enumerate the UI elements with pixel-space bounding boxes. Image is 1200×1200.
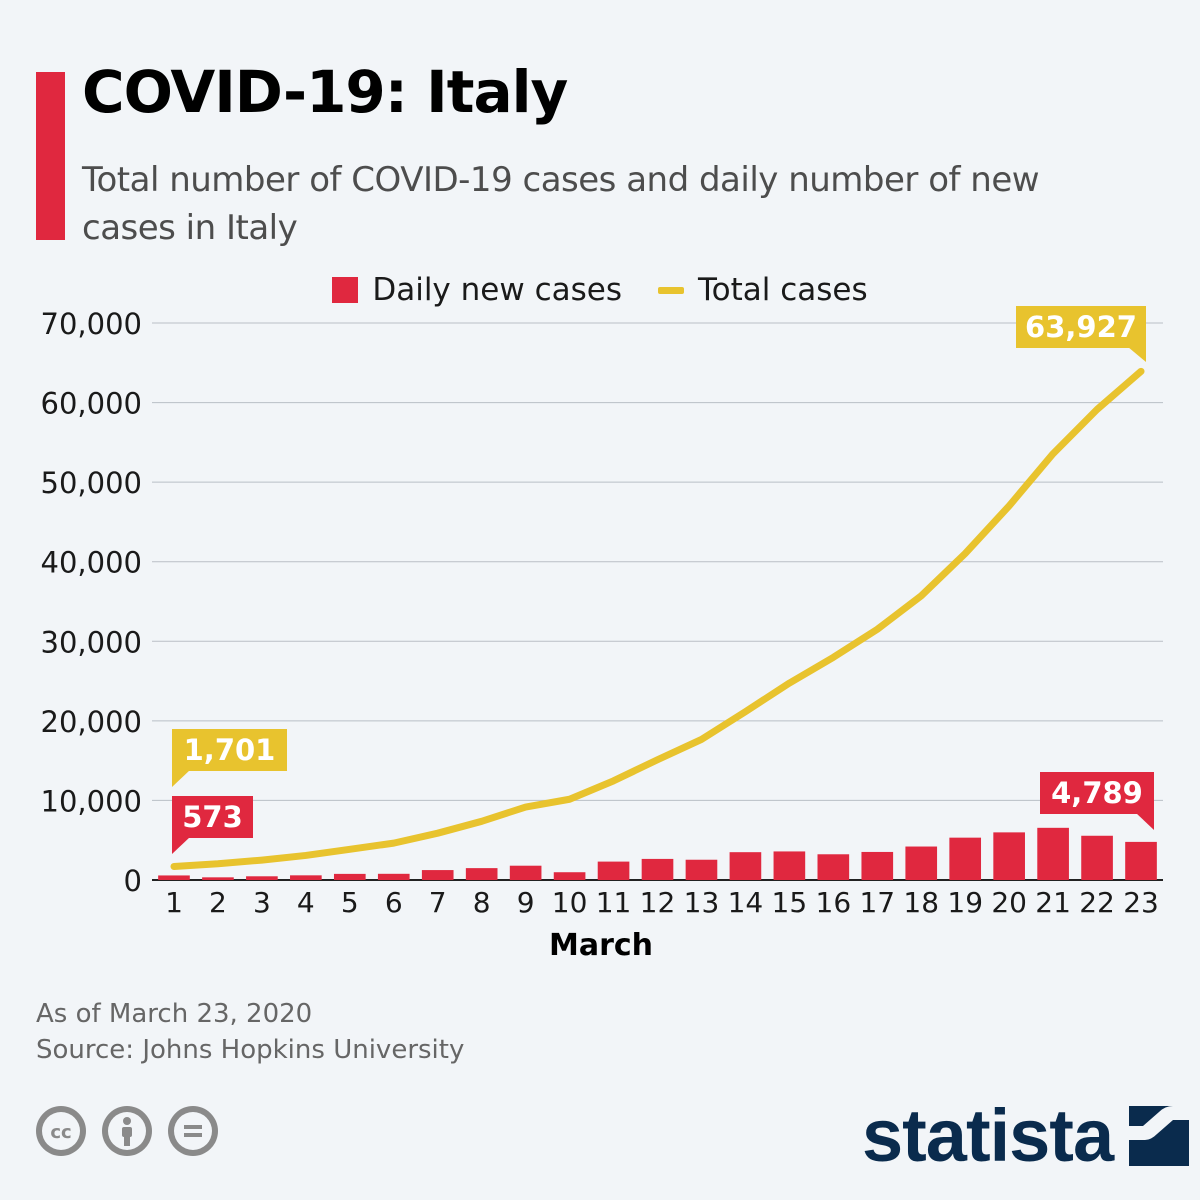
bar-daily-new-cases (905, 846, 938, 880)
x-tick-label: 22 (1079, 886, 1115, 919)
x-tick-label: 1 (165, 886, 183, 919)
bar-daily-new-cases (290, 875, 322, 880)
callout-box (172, 729, 287, 771)
bar-daily-new-cases (641, 858, 674, 880)
bar-daily-new-cases (949, 837, 982, 880)
as-of-date: As of March 23, 2020 (36, 999, 313, 1029)
x-tick-label: 19 (947, 886, 983, 919)
legend-label-total: Total cases (697, 272, 868, 308)
bar-daily-new-cases (553, 872, 586, 880)
bar-daily-new-cases (1081, 835, 1113, 880)
x-tick-label: 7 (429, 886, 447, 919)
cc-icon: cc (36, 1106, 86, 1156)
bar-daily-new-cases (421, 870, 454, 880)
legend: Daily new cases Total cases (0, 268, 1200, 312)
y-tick-label: 40,000 (41, 546, 142, 580)
brand: statista (862, 1094, 1190, 1177)
accent-bar (36, 72, 65, 240)
x-tick-label: 2 (209, 886, 227, 919)
svg-text:cc: cc (50, 1122, 71, 1143)
chart-subtitle: Total number of COVID-19 cases and daily… (82, 160, 1040, 248)
y-tick-label: 10,000 (41, 784, 142, 818)
x-tick-label: 12 (640, 886, 676, 919)
legend-swatch-bar (332, 277, 359, 303)
bar-daily-new-cases (202, 877, 234, 880)
y-tick-label: 20,000 (41, 705, 142, 739)
callout-pointer (172, 770, 190, 787)
x-axis-label: March (549, 928, 653, 963)
legend-item-daily: Daily new cases (332, 272, 622, 308)
y-tick-label: 50,000 (41, 466, 142, 500)
data-label: 63,927 (1025, 310, 1137, 344)
y-tick-label: 70,000 (41, 307, 142, 341)
y-tick-label: 0 (124, 864, 142, 898)
y-tick-label: 60,000 (41, 387, 142, 421)
source-note: Source: Johns Hopkins University (36, 1035, 465, 1065)
bar-daily-new-cases (509, 865, 542, 880)
legend-swatch-line (657, 286, 684, 294)
bar-daily-new-cases (246, 876, 278, 880)
x-tick-label: 6 (385, 886, 403, 919)
bar-daily-new-cases (993, 832, 1025, 880)
attribution-icon (102, 1106, 152, 1156)
callout-box (1016, 306, 1146, 348)
bar-daily-new-cases (158, 875, 190, 880)
brand-name: statista (862, 1094, 1114, 1177)
bar-daily-new-cases (465, 868, 498, 880)
data-label-callout: 63,927 (1016, 306, 1146, 362)
callout-box (172, 796, 253, 838)
legend-label-daily: Daily new cases (372, 272, 622, 308)
bar-daily-new-cases (333, 873, 366, 880)
callout-pointer (1128, 347, 1146, 362)
data-label: 573 (182, 800, 243, 834)
x-tick-label: 21 (1035, 886, 1071, 919)
bar-daily-new-cases (377, 873, 410, 880)
data-label-callout: 1,701 (172, 729, 287, 787)
callout-pointer (172, 837, 190, 854)
data-label-callout: 4,789 (1040, 772, 1154, 830)
x-tick-label: 18 (903, 886, 939, 919)
bar-daily-new-cases (1037, 827, 1069, 880)
no-derivatives-icon (168, 1106, 218, 1156)
x-tick-label: 10 (552, 886, 588, 919)
license-icons: cc (36, 1106, 218, 1156)
x-tick-label: 9 (517, 886, 535, 919)
footer: As of March 23, 2020 Source: Johns Hopki… (36, 996, 464, 1068)
data-label: 4,789 (1051, 776, 1143, 810)
chart-title: COVID-19: Italy (82, 58, 568, 126)
data-label: 1,701 (184, 733, 276, 767)
x-tick-label: 8 (473, 886, 491, 919)
x-tick-label: 17 (859, 886, 895, 919)
x-tick-label: 13 (684, 886, 720, 919)
callout-pointer (1136, 813, 1154, 830)
y-tick-label: 30,000 (41, 625, 142, 659)
x-tick-label: 11 (596, 886, 632, 919)
bar-daily-new-cases (597, 861, 630, 880)
bar-daily-new-cases (685, 859, 718, 880)
x-tick-label: 3 (253, 886, 271, 919)
statista-logo-icon (1129, 1106, 1190, 1166)
x-tick-label: 5 (341, 886, 359, 919)
legend-item-total: Total cases (657, 272, 868, 308)
bar-daily-new-cases (817, 854, 850, 880)
bar-daily-new-cases (729, 852, 762, 880)
line-total-cases (170, 367, 1145, 870)
bar-daily-new-cases (773, 851, 806, 880)
x-tick-label: 16 (816, 886, 852, 919)
chart-plot: 0 10,000 20,000 30,000 40,000 50,000 60,000 70,… (41, 306, 1163, 963)
x-tick-label: 14 (728, 886, 764, 919)
data-label-callout: 573 (172, 796, 253, 854)
callout-box (1040, 772, 1154, 814)
bar-daily-new-cases (861, 851, 894, 880)
x-tick-label: 15 (772, 886, 808, 919)
x-tick-label: 20 (991, 886, 1027, 919)
bar-daily-new-cases (1125, 841, 1157, 880)
x-tick-label: 4 (297, 886, 315, 919)
x-tick-label: 23 (1123, 886, 1159, 919)
